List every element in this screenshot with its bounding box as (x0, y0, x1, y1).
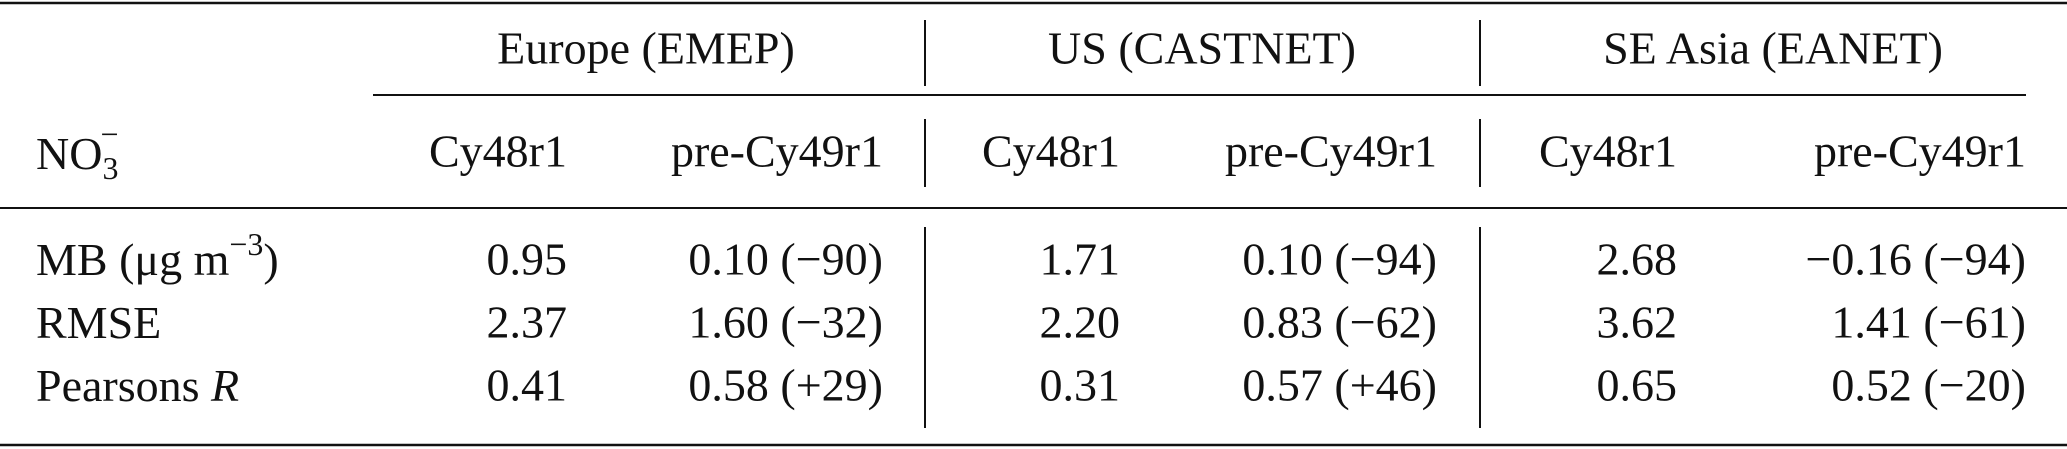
cell: 1.60 (−32) (688, 297, 883, 348)
column-header: Cy48r1 (429, 126, 567, 177)
cell: −0.16 (−94) (1805, 234, 2026, 285)
corner-label: NO3− (36, 116, 119, 186)
cell: 2.37 (487, 297, 568, 348)
column-header: Cy48r1 (1539, 126, 1677, 177)
cell: 0.41 (487, 360, 568, 411)
label-tail: ) (263, 234, 278, 285)
cell: 3.62 (1597, 297, 1678, 348)
label-text: MB (μg m (36, 234, 230, 285)
cell: 0.10 (−90) (688, 234, 883, 285)
cell: 0.95 (487, 234, 568, 285)
cell: 0.52 (−20) (1831, 360, 2026, 411)
group-header: US (CASTNET) (1048, 23, 1356, 74)
row-label: Pearsons R (36, 360, 239, 411)
column-header: pre-Cy49r1 (1814, 126, 2026, 177)
column-header: pre-Cy49r1 (1225, 126, 1437, 177)
cell: 1.41 (−61) (1831, 297, 2026, 348)
row-label: RMSE (36, 297, 161, 348)
label-italic: R (210, 360, 239, 411)
cell: 0.10 (−94) (1242, 234, 1437, 285)
label-sup: −3 (229, 226, 263, 262)
label-text: RMSE (36, 297, 161, 348)
group-header: SE Asia (EANET) (1603, 23, 1943, 74)
cell: 0.57 (+46) (1242, 360, 1437, 411)
cell: 0.65 (1597, 360, 1678, 411)
cell: 0.83 (−62) (1242, 297, 1437, 348)
row-label: MB (μg m−3) (36, 226, 279, 284)
cell: 2.20 (1040, 297, 1121, 348)
cell: 1.71 (1040, 234, 1121, 285)
cell: 0.58 (+29) (688, 360, 883, 411)
cell: 0.31 (1040, 360, 1121, 411)
label-text: Pearsons (36, 360, 211, 411)
group-header: Europe (EMEP) (497, 23, 795, 74)
column-header: pre-Cy49r1 (671, 126, 883, 177)
column-header: Cy48r1 (982, 126, 1120, 177)
cell: 2.68 (1597, 234, 1678, 285)
